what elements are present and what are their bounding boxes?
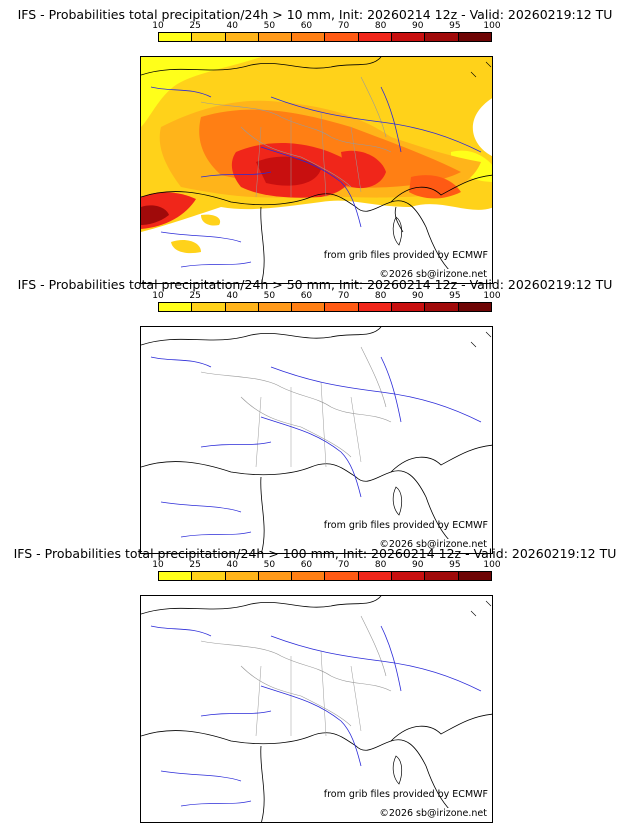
colorbar-tick-label: 50 [263,560,276,570]
colorbar-tick-label: 40 [226,560,238,570]
colorbar-swatch [258,572,293,580]
credit-copyright: ©2026 sb@irizone.net [378,539,488,550]
map-panel-50mm: IFS - Probabilities total precipitation/… [0,278,630,554]
colorbar-tick-label: 70 [337,291,350,301]
map-canvas [141,57,492,283]
colorbar-tick-label: 40 [226,21,238,31]
colorbar-swatch [292,303,326,311]
colorbar-swatch [358,33,393,41]
precip-map: from grib files provided by ECMWF ©2026 … [140,595,493,823]
colorbar-swatch [458,303,491,311]
colorbar [158,302,492,312]
colorbar [158,32,492,42]
colorbar-swatch [425,33,459,41]
colorbar-swatch [192,33,226,41]
colorbar-ticks: 10 25 40 50 60 70 80 90 95 100 [152,560,500,571]
colorbar-swatch [358,303,393,311]
colorbar-tick-label: 80 [374,560,387,570]
panel-title: IFS - Probabilities total precipitation/… [13,546,617,561]
colorbar-tick-label: 10 [152,21,164,31]
colorbar-swatch [225,303,259,311]
precip-field [141,57,492,254]
colorbar-swatch [325,572,359,580]
colorbar-swatch [159,572,193,580]
colorbar-tick-label: 90 [412,291,424,301]
panel-title: IFS - Probabilities total precipitation/… [17,7,613,22]
colorbar-swatch [425,303,459,311]
colorbar-tick-label: 70 [337,21,350,31]
colorbar-swatch [458,572,491,580]
colorbar-tick-label: 60 [300,291,313,301]
colorbar-swatch [392,572,426,580]
colorbar-tick-label: 100 [483,291,501,301]
credit-source: from grib files provided by ECMWF [323,789,488,800]
colorbar-tick-label: 70 [337,560,350,570]
colorbar-tick-label: 25 [189,291,201,301]
colorbar-ticks: 10 25 40 50 60 70 80 90 95 100 [152,291,500,302]
credit-source: from grib files provided by ECMWF [323,520,488,531]
colorbar-swatch [258,33,293,41]
map-canvas [141,327,492,553]
colorbar-swatch [458,33,491,41]
colorbar-swatch [325,303,359,311]
map-canvas [141,596,492,822]
map-geography [141,327,492,553]
panel-title: IFS - Probabilities total precipitation/… [17,277,613,292]
colorbar-tick-label: 25 [189,21,201,31]
colorbar-swatch [225,572,259,580]
colorbar-tick-label: 80 [374,21,387,31]
colorbar-tick-label: 50 [263,21,276,31]
colorbar-tick-label: 90 [412,21,424,31]
colorbar-tick-label: 10 [152,560,164,570]
colorbar-tick-label: 95 [449,21,461,31]
precip-map: from grib files provided by ECMWF ©2026 … [140,326,493,554]
colorbar-swatch [392,33,426,41]
colorbar-swatch [358,572,393,580]
colorbar-tick-label: 95 [449,291,461,301]
colorbar-tick-label: 60 [300,560,313,570]
colorbar-tick-label: 50 [263,291,276,301]
colorbar-swatch [159,303,193,311]
colorbar-swatch [225,33,259,41]
map-geography [141,596,492,822]
colorbar-tick-label: 40 [226,291,238,301]
colorbar-swatch [192,303,226,311]
colorbar-swatch [292,572,326,580]
colorbar-swatch [292,33,326,41]
colorbar-swatch [192,572,226,580]
colorbar-swatch [258,303,293,311]
map-geography [141,57,492,283]
map-panel-10mm: IFS - Probabilities total precipitation/… [0,8,630,284]
precip-map: from grib files provided by ECMWF ©2026 … [140,56,493,284]
colorbar-tick-label: 60 [300,21,313,31]
map-panel-100mm: IFS - Probabilities total precipitation/… [0,547,630,823]
colorbar-tick-label: 100 [483,560,501,570]
colorbar-tick-label: 95 [449,560,461,570]
colorbar-tick-label: 10 [152,291,164,301]
colorbar-swatch [425,572,459,580]
colorbar-swatch [325,33,359,41]
credit-copyright: ©2026 sb@irizone.net [378,808,488,819]
credit-source: from grib files provided by ECMWF [323,250,488,261]
colorbar [158,571,492,581]
colorbar-tick-label: 25 [189,560,201,570]
colorbar-ticks: 10 25 40 50 60 70 80 90 95 100 [152,21,500,32]
colorbar-tick-label: 100 [483,21,501,31]
colorbar-swatch [159,33,193,41]
colorbar-tick-label: 80 [374,291,387,301]
colorbar-swatch [392,303,426,311]
colorbar-tick-label: 90 [412,560,424,570]
credit-copyright: ©2026 sb@irizone.net [378,269,488,280]
